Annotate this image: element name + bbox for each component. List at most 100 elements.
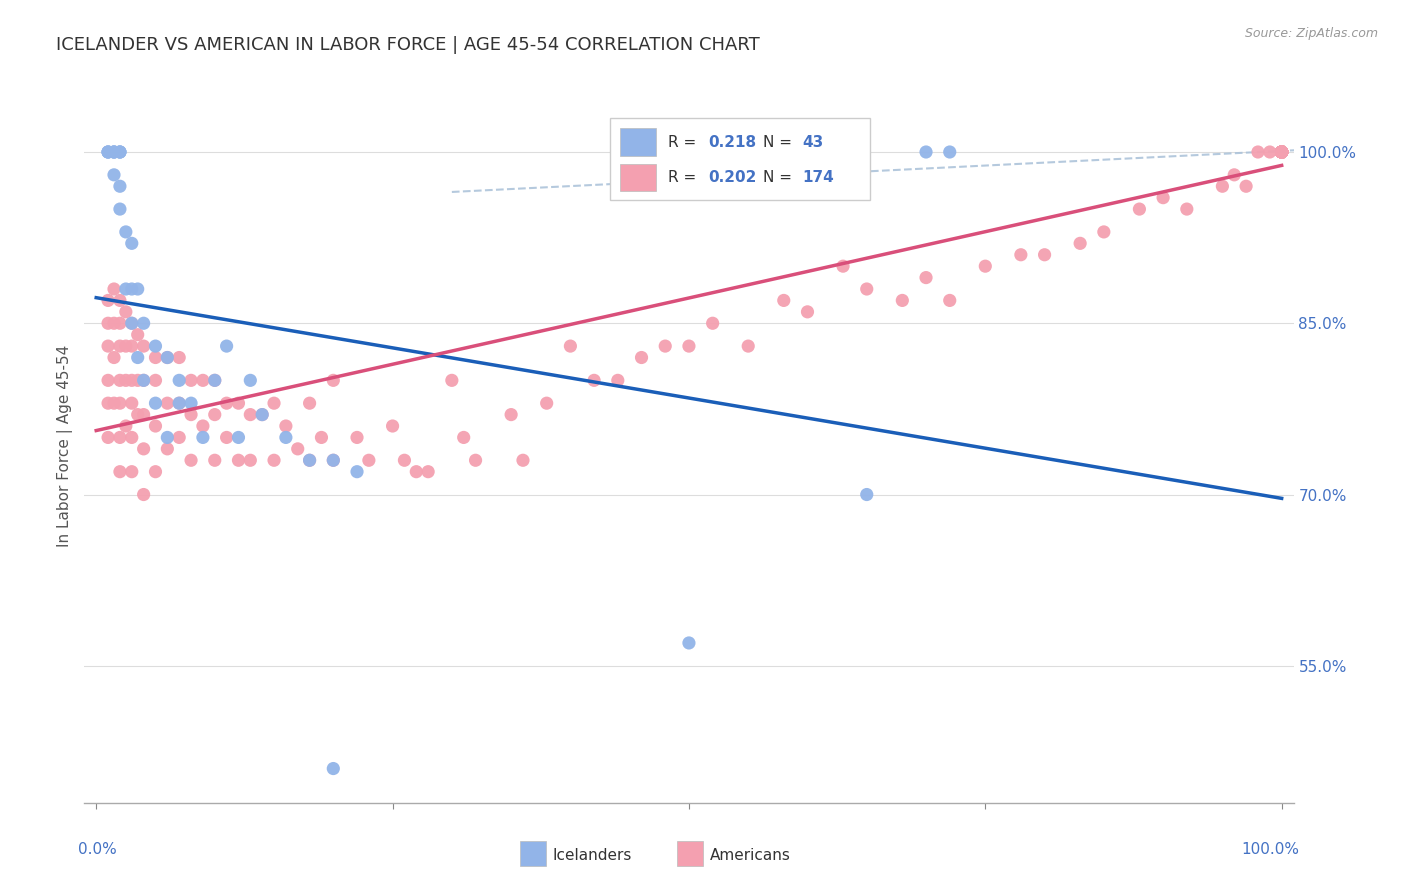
Point [103, 145, 125, 159]
Text: Americans: Americans [710, 847, 790, 863]
Point [1271, 145, 1294, 159]
Point [167, 373, 190, 387]
Point [1128, 202, 1150, 216]
Point [250, 408, 273, 422]
Point [1271, 145, 1294, 159]
Point [1271, 145, 1294, 159]
Point [1271, 145, 1294, 159]
Point [938, 293, 960, 308]
Point [1092, 225, 1115, 239]
Point [103, 145, 125, 159]
Point [855, 282, 877, 296]
Point [1271, 145, 1294, 159]
Point [1271, 145, 1294, 159]
Point [1271, 145, 1294, 159]
Point [630, 351, 652, 365]
Point [796, 305, 818, 319]
Point [1271, 145, 1294, 159]
Point [1271, 145, 1294, 159]
Point [115, 225, 138, 239]
Point [204, 453, 226, 467]
Point [1271, 145, 1294, 159]
Point [115, 339, 138, 353]
Point [108, 145, 131, 159]
Point [1271, 145, 1294, 159]
Text: 43: 43 [803, 135, 824, 150]
Point [832, 259, 855, 273]
Point [228, 396, 250, 410]
Point [97, 396, 120, 410]
Point [1271, 145, 1294, 159]
Point [103, 396, 125, 410]
Point [1271, 145, 1294, 159]
Point [1271, 145, 1294, 159]
Point [1271, 145, 1294, 159]
Text: N =: N = [762, 135, 797, 150]
Point [440, 373, 463, 387]
Point [97, 339, 120, 353]
Point [1271, 145, 1294, 159]
Y-axis label: In Labor Force | Age 45-54: In Labor Force | Age 45-54 [58, 345, 73, 547]
Point [103, 316, 125, 330]
Point [1271, 145, 1294, 159]
Point [1271, 145, 1294, 159]
Point [1271, 145, 1294, 159]
Point [1271, 145, 1294, 159]
Point [132, 487, 155, 501]
Point [1175, 202, 1198, 216]
Point [938, 145, 960, 159]
Point [145, 465, 167, 479]
Point [1271, 145, 1294, 159]
Point [108, 202, 131, 216]
Point [678, 636, 700, 650]
Point [1271, 145, 1294, 159]
Point [1152, 191, 1174, 205]
Text: Source: ZipAtlas.com: Source: ZipAtlas.com [1244, 27, 1378, 40]
Point [1271, 145, 1294, 159]
Point [97, 293, 120, 308]
Point [346, 430, 368, 444]
Point [1271, 145, 1294, 159]
Point [1211, 179, 1233, 194]
Point [1271, 145, 1294, 159]
Point [974, 259, 997, 273]
Point [1258, 145, 1281, 159]
Point [512, 453, 534, 467]
Point [453, 430, 475, 444]
FancyBboxPatch shape [676, 840, 703, 865]
Point [115, 282, 138, 296]
Point [180, 373, 202, 387]
Point [606, 373, 628, 387]
Point [127, 282, 149, 296]
Point [263, 396, 285, 410]
Text: Icelanders: Icelanders [553, 847, 631, 863]
Point [1271, 145, 1294, 159]
Point [145, 339, 167, 353]
Point [1271, 145, 1294, 159]
Point [1271, 145, 1294, 159]
Point [191, 373, 214, 387]
Point [204, 373, 226, 387]
Point [1271, 145, 1294, 159]
Point [239, 453, 262, 467]
Point [346, 465, 368, 479]
Point [1271, 145, 1294, 159]
Point [1271, 145, 1294, 159]
Point [1271, 145, 1294, 159]
Point [103, 282, 125, 296]
Point [298, 396, 321, 410]
Point [1033, 248, 1056, 262]
Point [1223, 168, 1246, 182]
Point [132, 408, 155, 422]
Point [501, 408, 523, 422]
Point [1271, 145, 1294, 159]
Point [121, 396, 143, 410]
Point [121, 282, 143, 296]
Point [191, 430, 214, 444]
Point [108, 179, 131, 194]
Point [1271, 145, 1294, 159]
Point [204, 408, 226, 422]
Point [215, 396, 238, 410]
Point [127, 351, 149, 365]
Point [132, 373, 155, 387]
